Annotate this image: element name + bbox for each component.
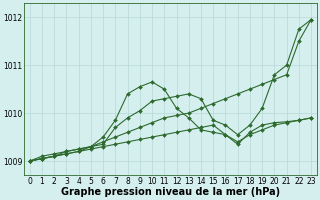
X-axis label: Graphe pression niveau de la mer (hPa): Graphe pression niveau de la mer (hPa)	[61, 187, 280, 197]
